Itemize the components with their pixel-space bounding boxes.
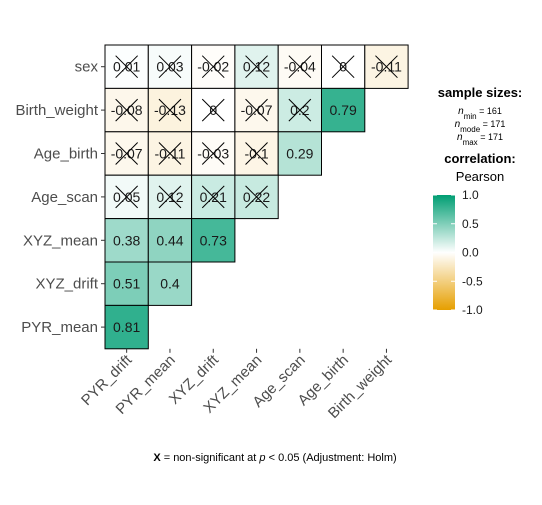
heatmap-cell: -0.08	[104, 87, 149, 133]
nonsig-cross-line	[115, 142, 139, 165]
cell-value-label: 0.51	[113, 276, 140, 292]
cell-fill	[321, 87, 366, 133]
heatmap-cell: 0.51	[104, 261, 149, 306]
heatmap-cell: -0.03	[191, 131, 236, 176]
cell-value-label: 0.79	[330, 102, 357, 118]
nonsig-cross-line	[158, 142, 182, 165]
legend-tick-label: 0.5	[462, 217, 479, 231]
caption: X = non-significant at p < 0.05 (Adjustm…	[153, 452, 396, 464]
legend-tick-label: 0.0	[462, 246, 479, 260]
y-tick-label: XYZ_drift	[35, 276, 98, 293]
legend-sample-title: sample sizes:	[438, 85, 523, 100]
cell-value-label: 0.81	[113, 319, 140, 335]
heatmap-cell: 0.01	[104, 44, 149, 89]
legend-corr-title: correlation:	[444, 151, 516, 166]
nonsig-cross-line	[158, 185, 182, 209]
nonsig-cross-line	[288, 55, 312, 79]
heatmap-cell: -0.13	[147, 87, 193, 133]
heatmap-cell: 0.05	[104, 174, 149, 220]
nonsig-cross-line	[331, 55, 355, 79]
legend-tick-label: 1.0	[462, 188, 479, 202]
heatmap-cell: 0.79	[321, 87, 366, 133]
legend-ticks: 1.0 0.5 0.0 -0.5 -1.0	[433, 188, 483, 317]
heatmap-cell: 0.12	[234, 44, 279, 89]
heatmap-cell: 0.12	[147, 174, 193, 220]
y-tick-label: Birth_weight	[15, 102, 98, 119]
cell-fill	[147, 261, 193, 306]
nonsig-cross-line	[158, 98, 182, 122]
heatmap-cell: 0.81	[104, 304, 149, 350]
nonsig-cross-line	[201, 142, 225, 165]
cell-value-label: 0.44	[156, 232, 183, 248]
legend-n-max: nmax = 171	[457, 132, 503, 147]
y-tick-label: Age_scan	[31, 189, 98, 206]
heatmap-cell: 0.03	[147, 44, 193, 89]
nonsig-cross-line	[245, 185, 268, 209]
cell-fill	[191, 218, 236, 263]
cell-value-label: 0.4	[160, 276, 180, 292]
y-tick-label: Age_birth	[34, 146, 98, 163]
cell-fill	[147, 218, 193, 263]
heatmap-cell: 0.4	[147, 261, 193, 306]
nonsig-cross-line	[245, 55, 268, 79]
heatmap-cell: -0.07	[104, 131, 149, 176]
heatmap-cell: 0.29	[277, 131, 323, 176]
heatmap-cell: 0	[321, 44, 366, 89]
y-axis: sex Birth_weight Age_birth Age_scan XYZ_mean…	[15, 59, 105, 336]
nonsig-cross-line	[158, 55, 182, 79]
x-axis: PYR_driftPYR_meanXYZ_driftXYZ_meanAge_sc…	[78, 348, 396, 422]
heatmap-cell: 0.44	[147, 218, 193, 263]
nonsig-cross-line	[245, 98, 268, 122]
y-tick-label: sex	[75, 59, 99, 76]
heatmap-cells: 0.010.03-0.020.12-0.040-0.11-0.08-0.130-…	[104, 44, 409, 350]
heatmap-cell: 0.38	[104, 218, 149, 263]
y-tick-label: PYR_mean	[21, 319, 98, 336]
heatmap-cell: -0.1	[234, 131, 279, 176]
nonsig-cross-line	[375, 55, 398, 79]
legend-corr-method: Pearson	[456, 169, 504, 184]
nonsig-cross-line	[201, 185, 225, 209]
heatmap-cell: 0.22	[234, 174, 279, 220]
heatmap-cell: -0.07	[234, 87, 279, 133]
legend-n-mode: nmode = 171	[455, 119, 506, 134]
heatmap-cell: -0.04	[277, 44, 323, 89]
heatmap-cell: 0.73	[191, 218, 236, 263]
cell-value-label: 0.29	[286, 146, 313, 162]
nonsig-cross-line	[115, 55, 139, 79]
nonsig-cross-line	[201, 98, 225, 122]
cell-value-label: 0.38	[113, 232, 140, 248]
nonsig-cross-line	[115, 185, 139, 209]
legend-colorbar	[433, 195, 455, 310]
heatmap-cell: 0.2	[277, 87, 323, 133]
legend-n-min: nmin = 161	[458, 106, 502, 121]
y-tick-label: XYZ_mean	[23, 232, 98, 249]
heatmap-cell: -0.02	[191, 44, 236, 89]
legend-tick-label: -1.0	[462, 303, 483, 317]
cell-value-label: 0.73	[200, 232, 227, 248]
nonsig-cross-line	[115, 98, 139, 122]
cell-fill	[277, 131, 323, 176]
nonsig-cross-line	[201, 55, 225, 79]
nonsig-cross-line	[288, 98, 312, 122]
heatmap-cell: 0	[191, 87, 236, 133]
heatmap-cell: -0.11	[147, 131, 193, 176]
nonsig-cross-line	[245, 142, 268, 165]
heatmap-cell: -0.11	[364, 44, 409, 89]
legend: sample sizes: nmin = 161 nmode = 171 nma…	[433, 85, 522, 317]
heatmap-cell: 0.21	[191, 174, 236, 220]
legend-tick-label: -0.5	[462, 274, 483, 288]
